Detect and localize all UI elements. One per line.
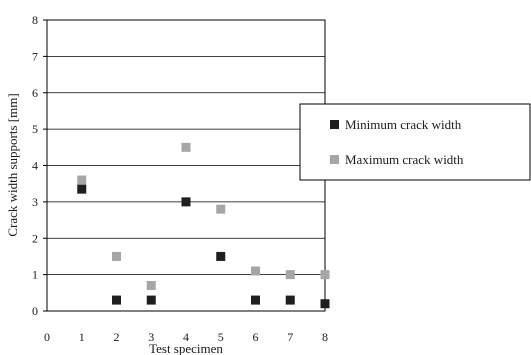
y-tick-label: 0 <box>32 304 38 318</box>
x-tick-label: 3 <box>148 330 154 344</box>
legend-marker-maximum <box>330 155 339 164</box>
y-tick-label: 3 <box>32 195 38 209</box>
legend-label-minimum: Minimum crack width <box>345 117 462 132</box>
y-tick-label: 6 <box>32 86 38 100</box>
x-tick-label: 1 <box>79 330 85 344</box>
y-axis-title: Crack width supports [mm] <box>5 93 20 236</box>
x-tick-labels: 0 1 2 3 4 5 6 7 8 <box>44 330 328 344</box>
x-tick-label: 4 <box>183 330 189 344</box>
data-point <box>146 295 156 305</box>
gridlines <box>47 55 325 276</box>
y-tick-label: 4 <box>32 159 38 173</box>
y-tick-label: 8 <box>32 13 38 27</box>
y-tick-label: 5 <box>32 122 38 136</box>
x-tick-label: 7 <box>287 330 293 344</box>
data-point <box>146 281 156 291</box>
x-tick-label: 6 <box>253 330 259 344</box>
legend-label-maximum: Maximum crack width <box>345 152 464 167</box>
x-tick-label: 8 <box>322 330 328 344</box>
y-tick-label: 7 <box>32 49 38 63</box>
x-axis-title: Test specimen <box>149 341 223 355</box>
x-tick-label: 2 <box>114 330 120 344</box>
y-tick-label: 2 <box>32 231 38 245</box>
legend-marker-minimum <box>330 120 339 129</box>
y-tick-labels: 0 1 2 3 4 5 6 7 8 <box>32 13 47 318</box>
series-maximum <box>77 142 330 291</box>
data-point <box>112 295 121 305</box>
data-point <box>77 175 87 185</box>
series-minimum <box>77 184 330 309</box>
data-series <box>77 142 330 309</box>
data-point <box>181 142 191 152</box>
data-point <box>181 197 191 207</box>
data-point <box>251 266 260 276</box>
data-point <box>112 251 121 261</box>
data-point <box>320 299 330 309</box>
x-tick-label: 5 <box>218 330 224 344</box>
data-point <box>285 270 295 280</box>
data-point <box>77 184 87 194</box>
y-tick-label: 1 <box>32 268 38 282</box>
x-tick-label: 0 <box>44 330 50 344</box>
data-point <box>320 270 330 280</box>
data-point <box>216 204 226 214</box>
data-point <box>285 295 295 305</box>
data-point <box>251 295 260 305</box>
legend-box <box>299 103 531 181</box>
legend: Minimum crack width Maximum crack width <box>299 103 531 181</box>
data-point <box>216 251 226 261</box>
